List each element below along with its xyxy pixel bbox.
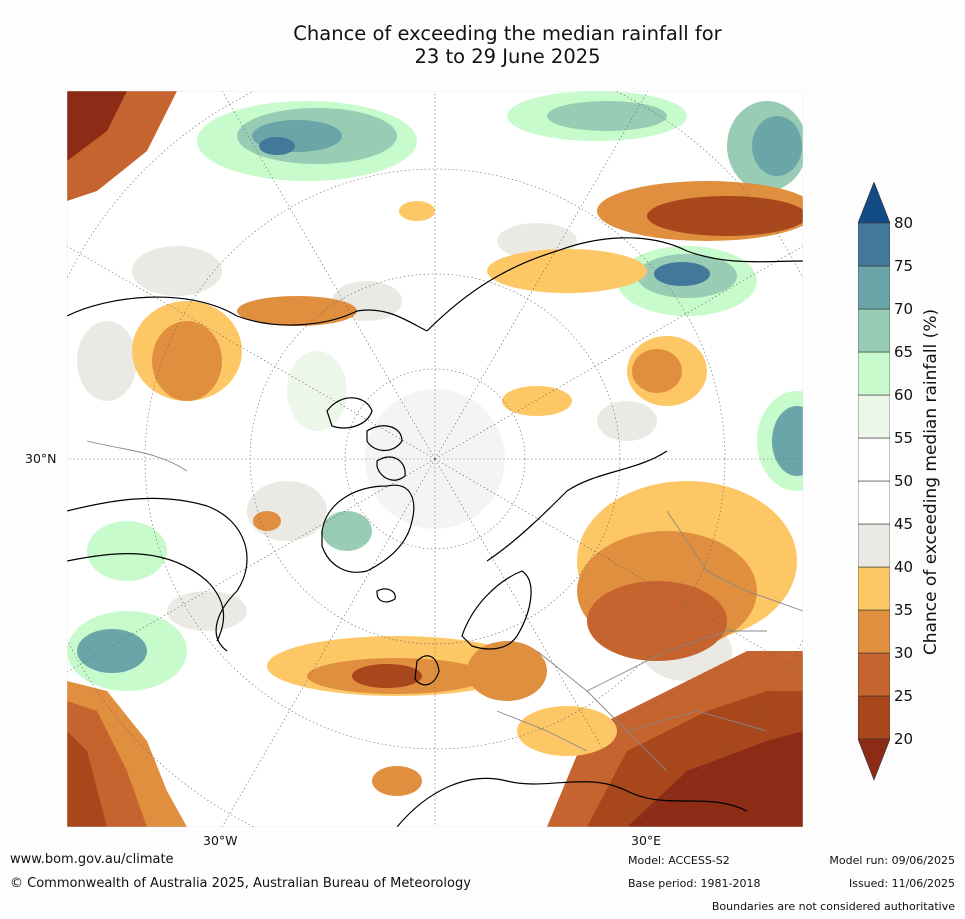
title-line-1: Chance of exceeding the median rainfall … [293,22,722,45]
title-line-2: 23 to 29 June 2025 [414,45,601,68]
colorbar-segment-65_70 [858,308,890,353]
footer-issued: Issued: 11/06/2025 [848,877,955,890]
colorbar-extend-high [858,182,890,224]
colorbar-tick-40: 40 [894,558,914,576]
colorbar-segment-70_75 [858,265,890,310]
footer-url: www.bom.gov.au/climate [10,852,174,867]
footer-copyright: © Commonwealth of Australia 2025, Austra… [10,876,471,891]
lon-label-30w: 30°W [203,833,238,848]
colorbar-tick-50: 50 [894,472,914,490]
colorbar-tick-30: 30 [894,644,914,662]
lat-label-30n: 30°N [25,451,57,466]
colorbar-tick-75: 75 [894,257,914,275]
footer-model: Model: ACCESS-S2 [628,854,730,867]
colorbar-segment-25_30 [858,652,890,697]
colorbar-tick-80: 80 [894,214,914,232]
colorbar [858,182,890,781]
colorbar-segment-60_65 [858,351,890,396]
chart-title: Chance of exceeding the median rainfall … [190,22,825,68]
colorbar-tick-45: 45 [894,515,914,533]
colorbar-segment-40_45 [858,523,890,568]
colorbar-tick-55: 55 [894,429,914,447]
colorbar-tick-25: 25 [894,687,914,705]
graticule [67,91,803,827]
wet-anomaly-regions [67,91,803,691]
country-boundaries [86,440,803,772]
rainfall-probability-map [67,91,803,827]
dry-anomaly-regions [67,91,803,827]
colorbar-segment-55_60 [858,394,890,439]
footer-disclaimer: Boundaries are not considered authoritat… [711,900,955,913]
colorbar-segment-20_25 [858,695,890,740]
colorbar-extend-low [858,738,890,781]
colorbar-tick-35: 35 [894,601,914,619]
colorbar-segment-30_35 [858,609,890,654]
footer-base-period: Base period: 1981-2018 [628,877,761,890]
colorbar-segment-50_55 [858,437,890,482]
colorbar-tick-70: 70 [894,300,914,318]
colorbar-segment-75_80 [858,222,890,267]
colorbar-tick-60: 60 [894,386,914,404]
colorbar-segments [858,222,890,740]
colorbar-segment-45_50 [858,480,890,525]
coastlines [67,237,803,827]
lon-label-30e: 30°E [631,833,662,848]
colorbar-tick-65: 65 [894,343,914,361]
colorbar-title: Chance of exceeding median rainfall (%) [921,308,941,656]
colorbar-tick-20: 20 [894,730,914,748]
map-canvas [67,91,803,827]
colorbar-segment-35_40 [858,566,890,611]
footer-model-run: Model run: 09/06/2025 [829,854,955,867]
